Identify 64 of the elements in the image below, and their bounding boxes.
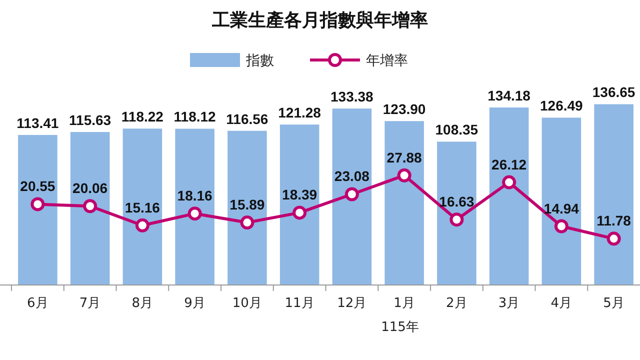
x-tick-label: 3月 bbox=[498, 296, 520, 311]
data-label: 11.78 bbox=[596, 212, 632, 229]
bar bbox=[175, 128, 214, 285]
data-label: 15.16 bbox=[124, 199, 160, 216]
x-tick-label: 11月 bbox=[284, 296, 314, 311]
x-tick-label: 9月 bbox=[184, 296, 206, 311]
point bbox=[135, 218, 150, 232]
x-tick-label: 12月 bbox=[337, 296, 367, 311]
point bbox=[30, 197, 45, 212]
x-tick-label: 8月 bbox=[132, 296, 154, 311]
data-label: 113.41 bbox=[16, 114, 59, 131]
bar bbox=[18, 134, 58, 285]
point bbox=[83, 199, 98, 214]
point bbox=[606, 232, 621, 246]
data-label: 26.12 bbox=[492, 156, 527, 172]
data-label: 118.22 bbox=[121, 108, 164, 125]
point bbox=[344, 187, 359, 202]
legend-label: 指數 bbox=[245, 53, 274, 69]
bar bbox=[280, 124, 320, 285]
data-label: 121.28 bbox=[278, 104, 322, 121]
x-tick-label: 5月 bbox=[603, 296, 624, 311]
data-label: 23.08 bbox=[334, 168, 370, 184]
x-tick-label: 1月 bbox=[394, 296, 415, 311]
bar bbox=[594, 104, 634, 285]
bar bbox=[70, 132, 110, 285]
bar bbox=[384, 121, 424, 285]
data-label: 15.89 bbox=[230, 196, 265, 213]
chart-title: 工業生產各月指數與年增率 bbox=[211, 10, 428, 31]
data-label: 18.39 bbox=[282, 186, 318, 203]
point bbox=[554, 219, 568, 234]
x-tick-label: 7月 bbox=[79, 296, 101, 311]
bar bbox=[437, 142, 476, 285]
bar bbox=[489, 107, 529, 285]
point bbox=[240, 216, 254, 230]
data-label: 118.12 bbox=[174, 108, 216, 125]
bar bbox=[542, 118, 582, 285]
point bbox=[188, 206, 202, 221]
data-label: 133.38 bbox=[330, 88, 374, 105]
data-label: 115.63 bbox=[69, 112, 112, 128]
bar bbox=[228, 130, 267, 285]
point bbox=[397, 168, 412, 182]
data-label: 27.88 bbox=[386, 149, 422, 166]
point bbox=[450, 212, 464, 227]
point bbox=[292, 206, 307, 220]
data-label: 16.63 bbox=[439, 194, 474, 210]
data-label: 123.90 bbox=[382, 101, 426, 118]
data-label: 20.55 bbox=[20, 178, 56, 194]
bar bbox=[332, 108, 372, 285]
data-label: 116.56 bbox=[226, 110, 268, 127]
text: 115年 bbox=[381, 320, 419, 335]
x-tick-label: 4月 bbox=[550, 296, 572, 311]
bar bbox=[122, 128, 162, 285]
data-label: 126.49 bbox=[540, 98, 584, 114]
data-label: 14.94 bbox=[544, 200, 580, 216]
point bbox=[502, 175, 516, 190]
data-label: 108.35 bbox=[435, 122, 478, 138]
data-label: 134.18 bbox=[488, 87, 531, 104]
data-label: 20.06 bbox=[72, 180, 108, 196]
x-tick-label: 6月 bbox=[27, 296, 48, 311]
x-tick-label: 10月 bbox=[232, 296, 262, 311]
legend-label: 年增率 bbox=[366, 53, 408, 69]
data-label: 18.16 bbox=[177, 188, 213, 204]
data-label: 136.65 bbox=[592, 84, 636, 100]
x-tick-label: 2月 bbox=[446, 296, 468, 311]
